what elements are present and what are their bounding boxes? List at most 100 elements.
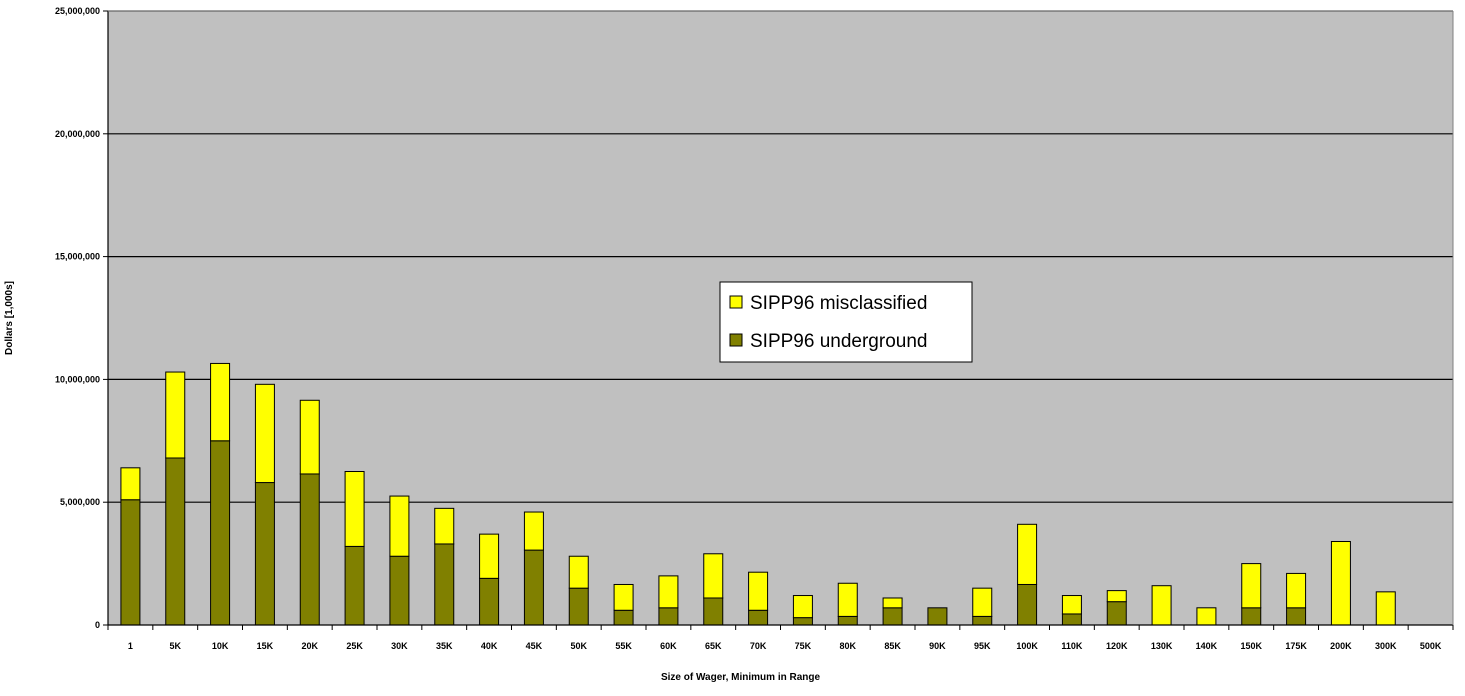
bar-misclassified	[568, 555, 589, 589]
bar-misclassified	[165, 371, 186, 459]
bar-misclassified	[792, 595, 813, 619]
x-tick-label: 45K	[526, 641, 543, 651]
x-tick-label: 130K	[1151, 641, 1173, 651]
legend-swatch-misclassified	[729, 295, 743, 309]
x-tick-label: 95K	[974, 641, 991, 651]
bar-underground	[120, 499, 141, 626]
bar-underground	[434, 543, 455, 626]
y-tick-label: 10,000,000	[55, 374, 100, 384]
bar-underground	[703, 597, 724, 626]
bar-underground	[344, 545, 365, 626]
x-tick-label: 65K	[705, 641, 722, 651]
x-tick-label: 30K	[391, 641, 408, 651]
x-tick-label: 200K	[1330, 641, 1352, 651]
bar-underground	[972, 615, 993, 626]
bar-underground	[1061, 613, 1082, 626]
y-axis-title: Dollars [1,000s]	[4, 281, 15, 355]
x-tick-label: 60K	[660, 641, 677, 651]
bar-misclassified	[210, 362, 231, 442]
bar-underground	[479, 577, 500, 626]
bar-underground	[389, 555, 410, 626]
bar-misclassified	[837, 582, 858, 617]
x-tick-label: 20K	[301, 641, 318, 651]
bar-misclassified	[1196, 607, 1217, 626]
bar-underground	[1241, 607, 1262, 626]
bar-underground	[837, 615, 858, 626]
bar-misclassified	[748, 571, 769, 611]
bar-misclassified	[254, 383, 275, 484]
bar-misclassified	[389, 495, 410, 557]
bar-misclassified	[882, 597, 903, 609]
bar-misclassified	[1106, 590, 1127, 603]
x-tick-label: 85K	[884, 641, 901, 651]
x-tick-labels: 1 5K 10K 15K 20K 25K 30K 35K 40K 45K 50K 55K 60K 65K 7…	[128, 641, 1442, 651]
y-tick-label: 0	[95, 620, 100, 630]
legend-box	[719, 281, 973, 363]
x-tick-label: 40K	[481, 641, 498, 651]
legend-label-misclassified: SIPP96 misclassified	[750, 293, 927, 314]
axes	[107, 10, 1454, 630]
y-tick-label: 25,000,000	[55, 6, 100, 16]
x-axis-title: Size of Wager, Minimum in Range	[661, 672, 821, 683]
bar-misclassified	[523, 511, 544, 551]
x-tick-label: 55K	[615, 641, 632, 651]
bar-misclassified	[972, 587, 993, 617]
bar-misclassified	[613, 583, 634, 611]
bar-misclassified	[1017, 523, 1038, 585]
x-tick-label: 75K	[795, 641, 812, 651]
bar-underground	[748, 609, 769, 626]
bar-underground	[210, 440, 231, 626]
x-tick-label: 120K	[1106, 641, 1128, 651]
y-tick-label: 15,000,000	[55, 252, 100, 262]
x-tick-label: 100K	[1016, 641, 1038, 651]
bar-misclassified	[1286, 572, 1307, 609]
bar-underground	[165, 457, 186, 626]
x-tick-label: 175K	[1285, 641, 1307, 651]
bar-underground	[613, 609, 634, 626]
legend-label-underground: SIPP96 underground	[750, 331, 927, 352]
x-tick-label: 500K	[1420, 641, 1442, 651]
y-tick-label: 20,000,000	[55, 129, 100, 139]
x-tick-label: 80K	[839, 641, 856, 651]
x-tick-label: 150K	[1240, 641, 1262, 651]
x-tick-label: 140K	[1196, 641, 1218, 651]
bar-underground	[658, 607, 679, 626]
legend: SIPP96 misclassified SIPP96 underground	[719, 281, 973, 363]
bar-underground	[927, 607, 948, 626]
bar-underground	[1106, 601, 1127, 626]
x-tick-label: 5K	[169, 641, 181, 651]
x-tick-label: 110K	[1061, 641, 1083, 651]
bar-underground	[299, 473, 320, 626]
bar-underground	[882, 607, 903, 626]
y-tick-label: 5,000,000	[60, 497, 100, 507]
x-tick-label: 15K	[257, 641, 274, 651]
bar-misclassified	[1151, 585, 1172, 626]
y-tick-labels: 0 5,000,000 10,000,000 15,000,000 20,000,000…	[55, 6, 100, 630]
x-tick-label: 70K	[750, 641, 767, 651]
x-tick-label: 300K	[1375, 641, 1397, 651]
bar-underground	[254, 482, 275, 626]
bar-misclassified	[703, 553, 724, 599]
bar-misclassified	[479, 533, 500, 579]
bar-misclassified	[1241, 563, 1262, 609]
x-tick-label: 1	[128, 641, 133, 651]
bar-misclassified	[434, 507, 455, 545]
bar-misclassified	[299, 399, 320, 475]
x-tick-label: 90K	[929, 641, 946, 651]
bar-misclassified	[344, 471, 365, 547]
x-tick-label: 35K	[436, 641, 453, 651]
bar-misclassified	[1375, 591, 1396, 626]
bar-misclassified	[1330, 540, 1351, 626]
bar-misclassified	[658, 575, 679, 609]
bar-underground	[792, 617, 813, 626]
x-tick-label: 10K	[212, 641, 229, 651]
legend-swatch-underground	[729, 333, 743, 347]
bar-underground	[523, 549, 544, 626]
x-tick-label: 25K	[346, 641, 363, 651]
bar-misclassified	[1061, 595, 1082, 615]
bar-underground	[568, 587, 589, 626]
bar-underground	[1286, 607, 1307, 626]
x-tick-label: 50K	[570, 641, 587, 651]
